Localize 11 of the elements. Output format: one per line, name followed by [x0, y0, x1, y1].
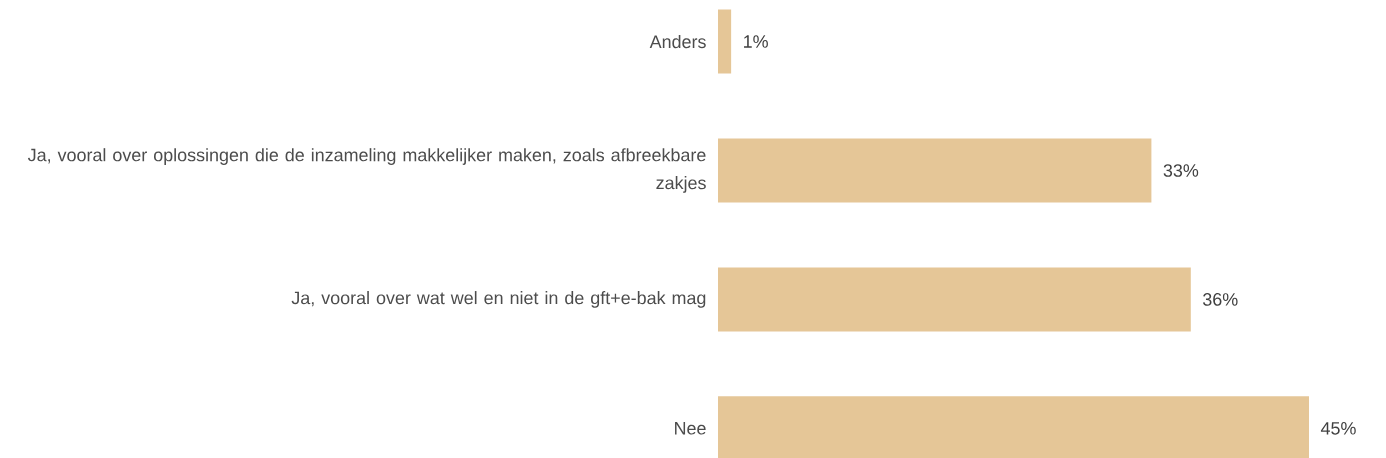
- y-tick-label: Anders: [649, 34, 706, 49]
- data-label: 45%: [1320, 422, 1356, 435]
- data-label: 33%: [1163, 164, 1199, 177]
- bar: [718, 9, 732, 74]
- y-tick-label: Ja, vooral over wat wel en niet in de gft+e-bak mag: [291, 291, 706, 308]
- y-tick-label: Ja, vooral over oplossingen die de inzameling makkelijker maken, zoals afbreekbare zakjes: [27, 148, 706, 193]
- bar: [718, 138, 1152, 203]
- data-label: 1%: [744, 35, 768, 48]
- bar: [718, 267, 1191, 332]
- y-tick-label: Nee: [675, 422, 706, 435]
- data-label: 36%: [1203, 293, 1238, 306]
